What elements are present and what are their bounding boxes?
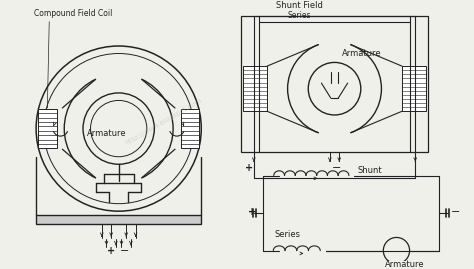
Text: Armature: Armature (385, 260, 425, 269)
Text: Armature: Armature (342, 49, 382, 58)
Bar (36, 215, 201, 224)
Text: http://www.blogspot.com: http://www.blogspot.com (124, 97, 203, 146)
Text: −: − (332, 163, 341, 173)
Text: Armature: Armature (87, 129, 126, 138)
Bar (38, 109, 57, 148)
Text: Series: Series (288, 11, 311, 20)
Text: +: + (107, 246, 115, 256)
Text: −: − (119, 246, 129, 256)
Text: Shunt: Shunt (357, 166, 382, 175)
Text: Shunt Field: Shunt Field (276, 1, 323, 9)
Text: +: + (248, 207, 256, 217)
Bar (181, 109, 200, 148)
Bar (402, 66, 427, 111)
Text: Compound Field Coil: Compound Field Coil (34, 9, 113, 18)
Text: +: + (245, 163, 253, 173)
Text: −: − (451, 207, 460, 217)
Bar (241, 16, 428, 152)
Text: Series: Series (274, 231, 301, 239)
Bar (243, 66, 267, 111)
